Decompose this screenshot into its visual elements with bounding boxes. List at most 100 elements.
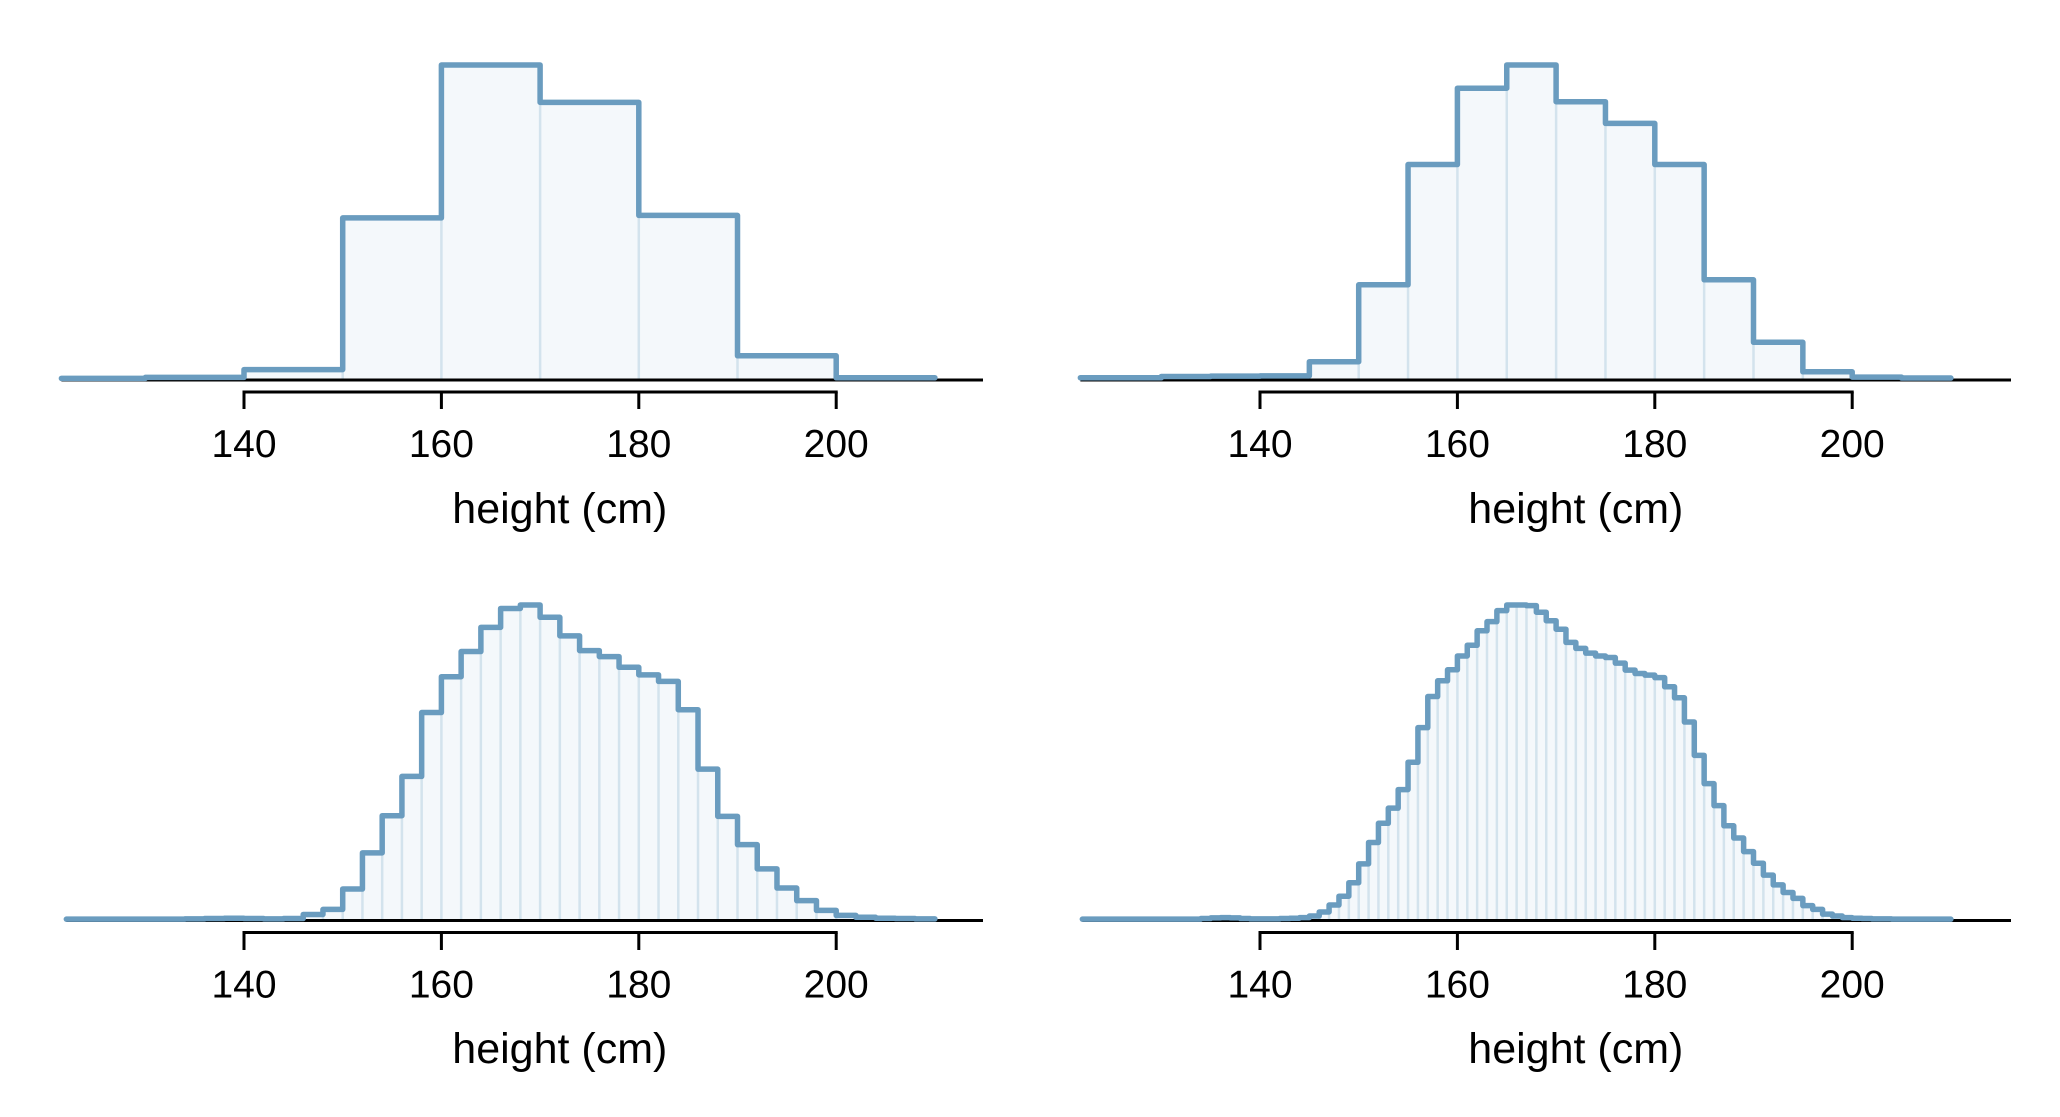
histogram-bar xyxy=(1635,673,1645,920)
histogram-bar xyxy=(796,900,817,920)
histogram-bar xyxy=(480,627,501,920)
histogram-bar xyxy=(1733,838,1744,920)
histogram-bar xyxy=(1556,101,1606,379)
histogram-bar xyxy=(1457,88,1507,380)
x-tick-label: 200 xyxy=(1820,423,1885,466)
histogram-bar xyxy=(1427,696,1438,920)
histogram-outline xyxy=(1079,602,1954,922)
histogram-bar xyxy=(1536,612,1547,920)
bars xyxy=(61,65,935,379)
x-tick-label: 140 xyxy=(1227,964,1292,1007)
histogram-bar xyxy=(382,815,402,920)
histogram-bar xyxy=(1546,620,1557,920)
x-axis-title: height (cm) xyxy=(1468,1025,1683,1073)
histogram-bar xyxy=(1792,898,1803,920)
x-axis: 140 160 180 200 height (cm) xyxy=(1227,931,1885,1073)
histogram-bar xyxy=(1753,342,1803,379)
x-tick-label: 160 xyxy=(1425,423,1490,466)
histogram-bar xyxy=(441,65,541,379)
histogram-bar xyxy=(1625,670,1636,920)
histogram-bar xyxy=(1605,657,1616,920)
histogram-bar xyxy=(1615,663,1626,920)
bars xyxy=(1080,65,1951,380)
x-tick-label: 160 xyxy=(409,423,474,466)
panel-top-left: 140 160 180 200 height (cm) xyxy=(58,62,983,533)
x-axis-title: height (cm) xyxy=(1468,485,1683,533)
histogram-bar xyxy=(1714,805,1724,920)
bin-dividers xyxy=(341,102,739,379)
histogram-bar xyxy=(737,844,758,920)
histogram-bar xyxy=(757,868,777,920)
histogram-bar xyxy=(342,217,442,379)
histogram-bar xyxy=(816,910,837,920)
histogram-bar xyxy=(441,676,462,920)
histogram-bar xyxy=(638,215,738,379)
histogram-bar xyxy=(1408,164,1458,379)
x-tick-label: 160 xyxy=(1425,964,1490,1007)
histogram-outline xyxy=(58,62,938,382)
histogram-bar xyxy=(619,667,639,920)
bin-dividers xyxy=(1308,88,1805,379)
histogram-bar xyxy=(638,674,659,920)
histogram-bar xyxy=(1506,65,1557,379)
histogram-bar xyxy=(1417,727,1428,920)
histogram-bar xyxy=(244,369,343,379)
x-tick-label: 180 xyxy=(606,964,671,1007)
bars xyxy=(1082,605,1951,920)
histogram-bar xyxy=(717,816,738,920)
x-axis: 140 160 180 200 height (cm) xyxy=(211,931,869,1073)
histogram-bar xyxy=(342,888,363,920)
histogram-bar xyxy=(1783,892,1793,920)
histogram-bar xyxy=(1526,605,1537,920)
histogram-bar xyxy=(1487,621,1497,920)
histogram-bar xyxy=(1704,783,1715,920)
histogram-bar xyxy=(1309,361,1359,379)
histogram-bar xyxy=(1358,863,1369,920)
histogram-bar xyxy=(1496,610,1507,920)
histogram-bar xyxy=(698,769,718,920)
histogram-bar xyxy=(579,650,600,920)
x-tick-label: 160 xyxy=(409,964,474,1007)
histogram-outline xyxy=(63,602,938,922)
histogram-bar xyxy=(1398,789,1409,920)
histogram-bar xyxy=(1654,677,1665,920)
histogram-bar xyxy=(599,656,620,920)
x-tick-label: 180 xyxy=(1622,423,1687,466)
x-tick-label: 180 xyxy=(1622,964,1687,1007)
panel-bottom-left: 140 160 180 200 height (cm) xyxy=(63,602,983,1073)
histogram-bar xyxy=(1704,279,1754,379)
histogram-bar xyxy=(421,712,442,920)
x-tick-label: 180 xyxy=(606,423,671,466)
histogram-bar xyxy=(540,617,560,920)
histogram-bar xyxy=(401,776,422,920)
panel-top-right: 140 160 180 200 height (cm) xyxy=(1077,62,2011,533)
x-axis-title: height (cm) xyxy=(452,485,667,533)
histogram-bar xyxy=(1467,645,1478,920)
histogram-bar xyxy=(658,681,679,920)
histogram-outline xyxy=(1077,62,1954,381)
bin-dividers xyxy=(1317,605,1834,920)
histogram-bar xyxy=(1358,284,1409,379)
histogram-bar xyxy=(1773,884,1784,920)
histogram-bar xyxy=(1664,686,1675,920)
histogram-bar xyxy=(678,709,699,920)
histogram-bar xyxy=(1654,164,1705,379)
histogram-bar xyxy=(1388,808,1399,920)
histogram-bar xyxy=(1348,882,1359,920)
histogram-bar xyxy=(1605,123,1655,380)
histogram-bar xyxy=(1763,875,1774,920)
histogram-bar xyxy=(1565,642,1576,920)
histogram-bar xyxy=(1575,648,1586,920)
histogram-bar xyxy=(737,355,837,379)
histogram-bar xyxy=(1319,911,1330,920)
histogram-bar xyxy=(1506,605,1517,920)
histogram-bar xyxy=(1723,825,1734,920)
histogram-bar xyxy=(1329,905,1339,920)
histogram-bar xyxy=(540,102,639,379)
histogram-bar xyxy=(559,635,580,920)
x-tick-label: 140 xyxy=(211,423,276,466)
x-tick-label: 200 xyxy=(804,964,869,1007)
panel-bottom-right: 140 160 180 200 height (cm) xyxy=(1079,602,2011,1073)
histogram-bar xyxy=(1802,371,1853,379)
